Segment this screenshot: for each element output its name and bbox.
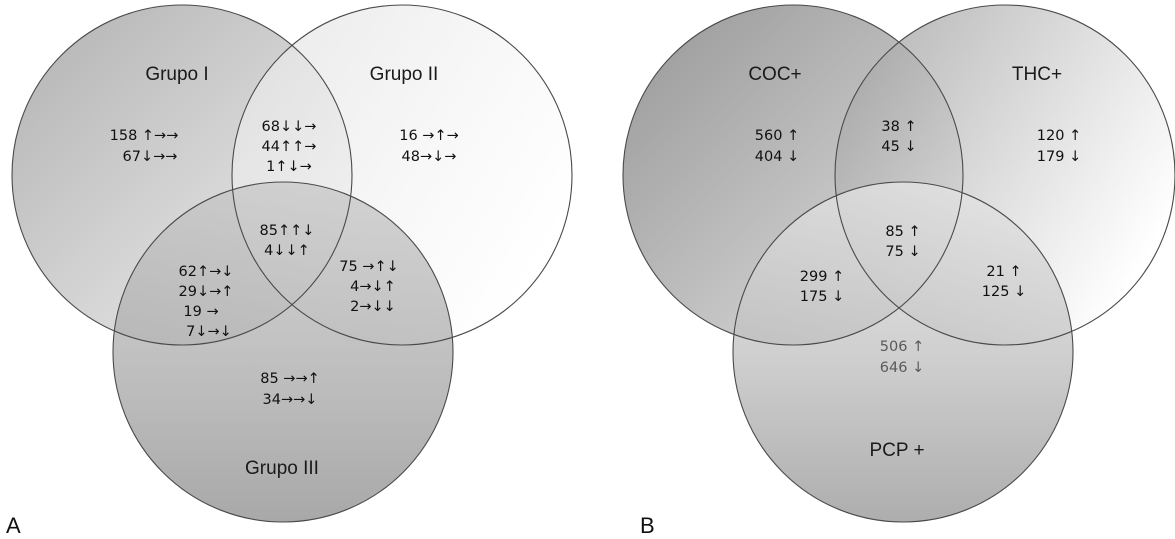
region-grupo-iii-only: 85 →→↑ 34→→↓ — [260, 371, 320, 408]
outline-grupo-ii — [231, 4, 573, 346]
set-label-pcp: PCP + — [869, 440, 924, 461]
outline-pcp — [732, 181, 1074, 523]
region-count-line: 68↓↓→ — [262, 119, 317, 135]
panel-label-a: A — [6, 513, 21, 538]
region-coc-thc: 38 ↑ 45 ↓ — [881, 119, 916, 155]
region-count-line: 646 ↓ — [880, 360, 924, 376]
set-label-grupo-i: Grupo I — [145, 64, 208, 85]
region-count-line: 175 ↓ — [800, 289, 844, 305]
region-count-line: 29↓→↑ — [179, 284, 234, 300]
region-grupo-ii-only: 16 →↑→ 48→↓→ — [399, 128, 459, 165]
region-pcp-only: 506 ↑ 646 ↓ — [880, 339, 924, 376]
region-count-line: 67↓→→ — [123, 149, 178, 165]
region-count-line: 4↓↓↑ — [264, 243, 310, 259]
region-count-line: 299 ↑ — [800, 269, 844, 285]
region-count-line: 34→→↓ — [263, 392, 318, 408]
region-count-line: 45 ↓ — [881, 139, 916, 155]
region-count-line: 75 →↑↓ — [339, 259, 399, 275]
region-count-line: 19 → — [183, 304, 218, 320]
region-count-line: 16 →↑→ — [399, 128, 459, 144]
panel-label-b: B — [640, 513, 655, 538]
region-count-line: 44↑↑→ — [262, 139, 317, 155]
region-count-line: 85 ↑ — [885, 224, 920, 240]
outline-grupo-iii — [112, 181, 454, 523]
region-count-line: 48→↓→ — [402, 149, 457, 165]
outline-thc — [834, 4, 1175, 346]
region-thc-pcp: 21 ↑ 125 ↓ — [982, 264, 1026, 300]
region-count-line: 158 ↑→→ — [110, 128, 179, 144]
region-count-line: 2→↓↓ — [350, 299, 396, 315]
region-count-line: 85↑↑↓ — [260, 223, 315, 239]
region-center-a: 85↑↑↓ 4↓↓↑ — [260, 223, 315, 259]
region-count-line: 21 ↑ — [986, 264, 1021, 280]
set-label-thc: THC+ — [1012, 64, 1062, 85]
region-center-b: 85 ↑ 75 ↓ — [885, 224, 920, 260]
region-count-line: 85 →→↑ — [260, 371, 320, 387]
region-count-line: 506 ↑ — [880, 339, 924, 355]
outline-grupo-i — [11, 4, 353, 346]
region-thc-only: 120 ↑ 179 ↓ — [1037, 128, 1081, 165]
region-count-line: 179 ↓ — [1037, 149, 1081, 165]
region-count-line: 120 ↑ — [1037, 128, 1081, 144]
circle-pcp — [733, 182, 1073, 522]
region-grupo-i-iii: 62↑→↓ 29↓→↑ 19 → 7↓→↓ — [179, 264, 234, 340]
region-count-line: 75 ↓ — [885, 244, 920, 260]
region-coc-only: 560 ↑ 404 ↓ — [755, 128, 799, 165]
region-count-line: 62↑→↓ — [179, 264, 234, 280]
set-label-coc: COC+ — [748, 64, 801, 85]
region-count-line: 404 ↓ — [755, 149, 799, 165]
panel-b: COC+ THC+ PCP + 560 ↑ 404 ↓ 38 ↑ 45 ↓ 12… — [622, 4, 1175, 538]
region-count-line: 560 ↑ — [755, 128, 799, 144]
panel-a: Grupo I Grupo II Grupo III 158 ↑→→ 67↓→→… — [6, 4, 573, 538]
set-label-grupo-ii: Grupo II — [370, 64, 439, 85]
region-count-line: 7↓→↓ — [186, 324, 232, 340]
circle-grupo-iii — [113, 182, 453, 522]
region-count-line: 38 ↑ — [881, 119, 916, 135]
set-label-grupo-iii: Grupo III — [245, 458, 319, 479]
region-grupo-ii-iii: 75 →↑↓ 4→↓↑ 2→↓↓ — [339, 259, 399, 315]
region-grupo-i-only: 158 ↑→→ 67↓→→ — [110, 128, 179, 165]
region-count-line: 1↑↓→ — [266, 159, 312, 175]
region-coc-pcp: 299 ↑ 175 ↓ — [800, 269, 844, 305]
outline-coc — [622, 4, 964, 346]
region-count-line: 125 ↓ — [982, 284, 1026, 300]
region-grupo-i-ii: 68↓↓→ 44↑↑→ 1↑↓→ — [262, 119, 317, 175]
region-count-line: 4→↓↑ — [350, 279, 396, 295]
